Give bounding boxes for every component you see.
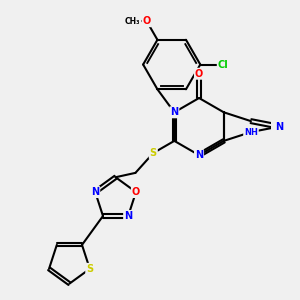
Text: O: O: [142, 16, 151, 26]
Text: N: N: [170, 107, 178, 117]
Text: CH₃: CH₃: [125, 17, 141, 26]
Text: N: N: [275, 122, 283, 132]
Text: N: N: [124, 211, 132, 221]
Text: O: O: [132, 187, 140, 197]
Text: S: S: [150, 148, 157, 158]
Text: Cl: Cl: [218, 59, 229, 70]
Text: N: N: [195, 150, 203, 160]
Text: NH: NH: [244, 128, 258, 136]
Text: N: N: [91, 187, 99, 197]
Text: S: S: [86, 264, 93, 274]
Text: O: O: [195, 69, 203, 79]
